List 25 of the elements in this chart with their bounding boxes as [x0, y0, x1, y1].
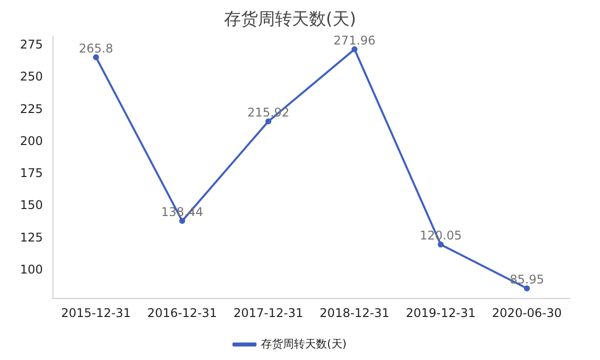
point	[265, 118, 272, 124]
data-label: 85.95	[510, 272, 544, 287]
y-tick-label: 175	[20, 166, 43, 180]
y-tick-label: 225	[20, 102, 43, 116]
chart-title: 存货周转天数(天)	[224, 10, 356, 30]
y-tick-label: 125	[20, 230, 43, 244]
data-label: 271.96	[334, 33, 376, 48]
y-tick-label: 100	[20, 262, 43, 276]
point	[179, 218, 186, 224]
point	[524, 285, 530, 292]
x-tick-label: 2018-12-31	[320, 306, 390, 320]
x-tick-label: 2015-12-31	[61, 306, 131, 320]
point	[352, 46, 358, 52]
x-tick-label: 2019-12-31	[406, 306, 476, 320]
x-tick-label: 2016-12-31	[147, 306, 218, 320]
x-tick-label: 2020-06-30	[492, 306, 562, 320]
point	[438, 242, 444, 248]
y-tick-label: 150	[20, 198, 43, 212]
x-tick-label: 2017-12-31	[233, 306, 304, 320]
point	[92, 54, 99, 60]
y-tick-label: 250	[20, 70, 43, 84]
y-tick-label: 200	[20, 134, 43, 148]
y-tick-label: 275	[20, 38, 43, 52]
legend-label: 存货周转天数(天)	[260, 337, 347, 350]
data-label: 265.8	[78, 41, 114, 56]
